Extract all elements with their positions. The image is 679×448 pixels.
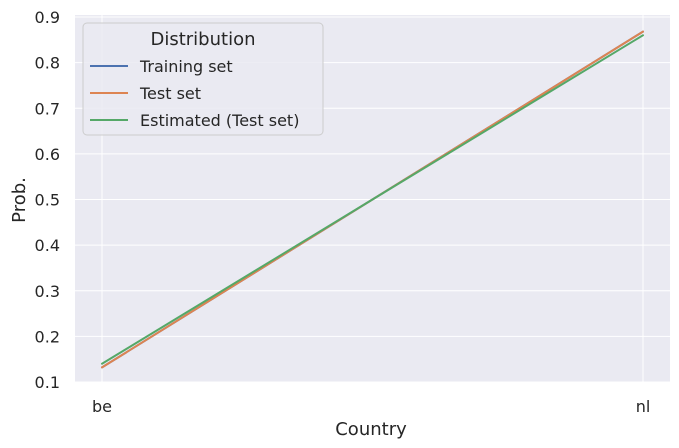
y-tick-label: 0.9 (35, 8, 60, 27)
y-tick-label: 0.6 (35, 145, 60, 164)
y-tick-label: 0.3 (35, 282, 60, 301)
series-line (101, 34, 644, 365)
y-tick-label: 0.2 (35, 327, 60, 346)
legend-box (82, 22, 324, 136)
y-tick-label: 0.4 (35, 236, 60, 255)
y-axis-ticks: 0.1 0.2 0.3 0.4 0.5 0.6 0.7 0.8 0.9 (35, 8, 60, 392)
y-tick-label: 0.1 (35, 373, 60, 392)
legend-label: Estimated (Test set) (140, 111, 299, 130)
x-tick-label: be (92, 397, 112, 416)
y-axis-title: Prob. (9, 177, 30, 223)
legend-label: Test set (139, 84, 201, 103)
y-tick-label: 0.7 (35, 99, 60, 118)
legend: Distribution Training set Test set Estimat… (82, 22, 324, 136)
x-axis-title: Country (335, 419, 407, 440)
y-tick-label: 0.5 (35, 191, 60, 210)
legend-label: Training set (139, 57, 233, 76)
legend-items: Training set Test set Estimated (Test set) (90, 57, 299, 130)
x-tick-label: nl (636, 397, 651, 416)
y-tick-label: 0.8 (35, 54, 60, 73)
series-lines (101, 30, 644, 369)
x-axis-ticks: be nl (92, 397, 650, 416)
legend-title: Distribution (150, 29, 255, 50)
